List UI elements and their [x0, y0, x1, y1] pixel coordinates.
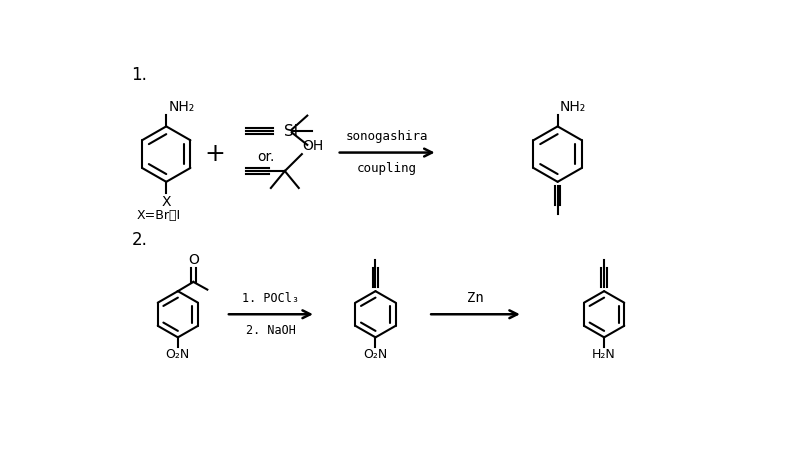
Text: OH: OH: [302, 140, 323, 153]
Text: O: O: [188, 252, 199, 266]
Text: X: X: [161, 195, 171, 209]
Text: Si: Si: [284, 123, 298, 139]
Text: 2.: 2.: [132, 231, 147, 249]
Text: 1.: 1.: [132, 66, 147, 84]
Text: sonogashira: sonogashira: [346, 130, 427, 143]
Text: Zn: Zn: [467, 291, 484, 305]
Text: NH₂: NH₂: [168, 100, 195, 114]
Text: +: +: [205, 142, 225, 166]
Text: 2. NaOH: 2. NaOH: [245, 324, 295, 337]
Text: coupling: coupling: [357, 162, 416, 175]
Text: 1. POCl₃: 1. POCl₃: [242, 292, 299, 305]
Text: O₂N: O₂N: [165, 348, 190, 361]
Text: NH₂: NH₂: [559, 100, 585, 114]
Text: or.: or.: [257, 150, 273, 164]
Text: X=Br、I: X=Br、I: [136, 209, 180, 222]
Text: H₂N: H₂N: [592, 348, 615, 361]
Text: O₂N: O₂N: [363, 348, 387, 361]
